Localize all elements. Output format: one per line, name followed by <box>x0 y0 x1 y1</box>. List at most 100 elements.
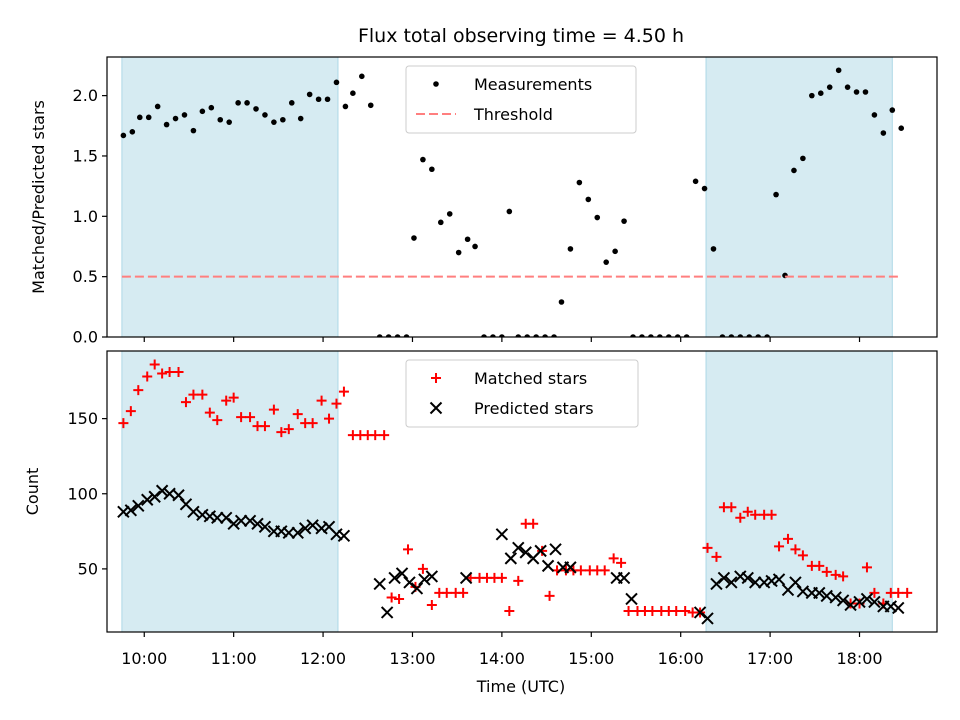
measurement-point <box>481 334 487 337</box>
matched-star-point <box>188 389 199 400</box>
legend-x-swatch <box>429 401 443 415</box>
measurement-point <box>533 334 539 337</box>
matched-star-point <box>283 424 294 435</box>
predicted-star-point <box>172 489 185 502</box>
measurement-point <box>889 107 896 113</box>
predicted-star-point <box>291 526 304 540</box>
measurement-point <box>271 119 277 125</box>
measurement-point <box>315 96 322 103</box>
y-tick-label: 0.5 <box>73 267 98 286</box>
matched-star-point <box>544 590 555 601</box>
measurement-point <box>208 104 215 111</box>
measurement-point <box>499 334 505 337</box>
matched-star-point <box>893 587 904 598</box>
measurement-point <box>190 127 197 134</box>
predicted-star-point <box>710 577 723 591</box>
measurement-point <box>244 100 250 106</box>
y-tick-label: 0.0 <box>73 328 98 347</box>
predicted-star-point <box>148 490 161 503</box>
predicted-star-point <box>844 598 857 612</box>
predicted-star-point <box>251 517 264 531</box>
measurement-point <box>350 90 356 97</box>
predicted-star-point <box>306 519 319 532</box>
matched-star-point <box>316 395 327 406</box>
matched-star-point <box>204 407 215 418</box>
measurement-point <box>306 91 313 98</box>
shaded-interval <box>121 350 339 633</box>
measurement-point <box>603 259 609 265</box>
measurement-point <box>791 167 797 174</box>
measurement-point <box>551 334 557 337</box>
matched-star-point <box>142 371 153 382</box>
matched-star-point <box>623 605 634 616</box>
measurement-point <box>880 130 887 136</box>
measurement-point <box>648 334 654 337</box>
predicted-star-point <box>741 571 754 585</box>
matched-star-point <box>276 427 287 438</box>
measurement-point <box>853 89 860 95</box>
y-axis-label: Matched/Predicted stars <box>29 100 48 294</box>
matched-star-point <box>797 550 808 561</box>
matched-star-point <box>157 368 168 379</box>
measurement-point <box>657 334 663 337</box>
measurement-point <box>612 248 618 255</box>
count-panel: 50 100 150 Count Matched stars Predicted star… <box>23 350 938 637</box>
predicted-star-point <box>410 582 424 595</box>
measurement-point <box>163 121 170 128</box>
y-tick-label: 100 <box>67 484 98 503</box>
y-tick-label: 50 <box>78 559 98 578</box>
matched-star-point <box>821 566 832 577</box>
matched-star-point <box>608 553 619 564</box>
plot-area <box>117 359 913 625</box>
x-tick-label: 16:00 <box>658 649 704 668</box>
matched-star-point <box>379 430 390 441</box>
y-tick-label: 150 <box>67 409 98 428</box>
matched-star-point <box>125 406 136 417</box>
x-tick-label: 14:00 <box>479 649 525 668</box>
legend-entry: Threshold <box>473 105 553 124</box>
matched-star-point <box>742 506 753 517</box>
matched-star-point <box>861 562 872 573</box>
predicted-star-point <box>395 567 409 580</box>
matched-star-point <box>774 541 785 552</box>
measurement-point <box>701 185 708 192</box>
measurement-point <box>324 96 331 103</box>
predicted-star-point <box>564 561 577 574</box>
matched-star-point <box>496 572 507 583</box>
matched-star-point <box>869 587 880 598</box>
measurement-point <box>333 79 340 86</box>
matched-star-point <box>417 563 428 574</box>
measurement-point <box>728 334 735 337</box>
predicted-star-point <box>282 526 296 540</box>
predicted-star-point <box>495 528 509 541</box>
predicted-star-point <box>541 559 555 573</box>
legend-entry: Measurements <box>474 75 592 94</box>
predicted-star-point <box>211 511 224 525</box>
measurement-point <box>226 119 232 125</box>
shaded-interval <box>705 56 893 338</box>
x-tick-label: 15:00 <box>568 649 614 668</box>
matched-star-point <box>259 421 270 432</box>
matched-star-point <box>599 565 610 576</box>
measurement-point <box>524 334 531 337</box>
predicted-star-point <box>549 543 562 556</box>
measurement-point <box>455 249 462 256</box>
predicted-star-point <box>459 571 473 585</box>
matched-star-point <box>394 593 405 604</box>
predicted-star-point <box>772 573 786 586</box>
predicted-star-point <box>534 544 547 558</box>
measurement-point <box>576 179 583 186</box>
matched-star-point <box>212 415 223 426</box>
predicted-star-point <box>504 552 518 565</box>
measurement-point <box>359 73 365 80</box>
y-axis-label: Count <box>23 468 42 516</box>
measurement-point <box>367 102 374 109</box>
x-tick-label: 12:00 <box>300 649 346 668</box>
legend: Matched stars Predicted stars <box>405 359 639 428</box>
matched-star-point <box>228 392 239 403</box>
predicted-star-point <box>388 571 401 585</box>
plot-area <box>120 67 905 337</box>
matched-star-point <box>711 551 722 562</box>
predicted-star-point <box>403 576 416 589</box>
matched-star-point <box>149 359 160 370</box>
